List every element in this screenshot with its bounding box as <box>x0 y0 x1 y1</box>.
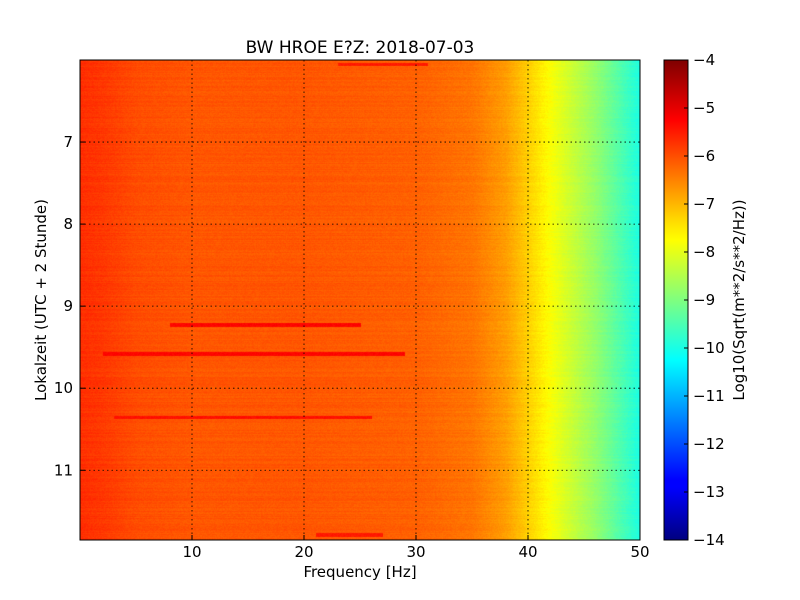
x-tick-label: 50 <box>630 543 649 561</box>
colorbar: −4 −5 −6 −7 −8 −9 −10 −11 −12 −13 −14 <box>663 51 725 549</box>
y-tick-label: 8 <box>63 215 73 233</box>
x-axis-ticks: 10 20 30 40 50 <box>182 535 650 561</box>
y-axis-label: Lokalzeit (UTC + 2 Stunde) <box>32 199 50 401</box>
x-tick-label: 40 <box>518 543 537 561</box>
x-axis-label: Frequency [Hz] <box>303 563 416 581</box>
colorbar-tick-label: −7 <box>693 195 715 213</box>
x-tick-label: 10 <box>182 543 201 561</box>
plot-frame <box>79 59 641 541</box>
y-tick-label: 11 <box>54 461 73 479</box>
colorbar-tick-label: −12 <box>693 435 725 453</box>
grid-lines <box>80 60 640 540</box>
y-tick-label: 7 <box>63 133 73 151</box>
heatmap-image <box>80 60 640 540</box>
colorbar-tick-label: −8 <box>693 243 715 261</box>
colorbar-tick-label: −11 <box>693 387 725 405</box>
colorbar-tick-label: −5 <box>693 99 715 117</box>
chart-title: BW HROE E?Z: 2018-07-03 <box>246 38 475 58</box>
colorbar-tick-label: −14 <box>693 531 725 549</box>
colorbar-tick-label: −13 <box>693 483 725 501</box>
y-tick-label: 10 <box>54 379 73 397</box>
y-axis-ticks: 7 8 9 10 11 <box>54 133 85 479</box>
colorbar-tick-label: −6 <box>693 147 715 165</box>
colorbar-tick-label: −10 <box>693 339 725 357</box>
colorbar-tick-label: −9 <box>693 291 715 309</box>
x-tick-label: 20 <box>294 543 313 561</box>
y-tick-label: 9 <box>63 297 73 315</box>
colorbar-tick-label: −4 <box>693 51 715 69</box>
x-tick-label: 30 <box>406 543 425 561</box>
plot-area: 10 20 30 40 50 7 8 9 10 11 <box>54 59 650 561</box>
colorbar-ticks: −4 −5 −6 −7 −8 −9 −10 −11 −12 −13 −14 <box>684 51 725 549</box>
colorbar-label: Log10(Sqrt(m**2/s**2/Hz)) <box>730 199 748 400</box>
